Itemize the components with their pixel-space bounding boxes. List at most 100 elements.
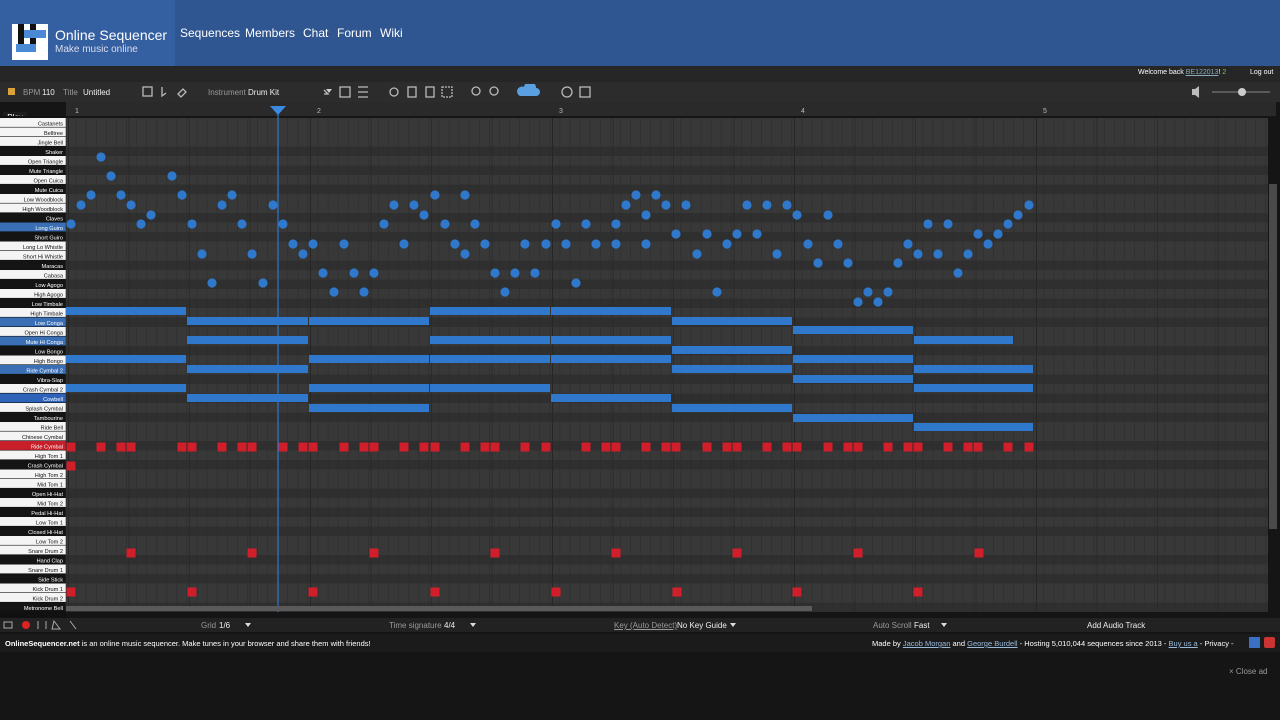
key[interactable] — [0, 298, 66, 308]
key[interactable] — [0, 365, 66, 374]
key[interactable] — [0, 241, 66, 251]
key-label[interactable]: Cabasa — [44, 273, 64, 279]
key-label[interactable]: Vibra-Slap — [37, 378, 63, 384]
key-label[interactable]: Short Hi Whistle — [23, 254, 63, 260]
key-label[interactable]: Low Timbale — [32, 302, 63, 308]
key-label[interactable]: High Tom 2 — [35, 473, 63, 479]
key[interactable] — [0, 536, 66, 545]
key-label[interactable]: Hand Clap — [37, 558, 63, 564]
key-label[interactable]: Pedal Hi-Hat — [31, 511, 63, 517]
key-label[interactable]: Claves — [46, 216, 63, 222]
key[interactable] — [0, 441, 66, 450]
buy-link[interactable]: Buy us a — [1168, 639, 1198, 648]
key[interactable] — [0, 308, 66, 317]
key[interactable] — [0, 384, 66, 393]
privacy[interactable]: - Privacy - — [1199, 639, 1234, 648]
key-label[interactable]: Shaker — [45, 150, 63, 156]
key[interactable] — [0, 137, 66, 146]
key[interactable] — [0, 526, 66, 536]
key-label[interactable]: High Bongo — [34, 359, 63, 365]
key[interactable] — [0, 270, 66, 279]
key-label[interactable]: Kick Drum 1 — [33, 587, 63, 593]
key[interactable] — [0, 602, 66, 612]
key-label[interactable]: Open Hi-Hat — [32, 492, 64, 498]
nav-link[interactable]: Chat — [303, 26, 329, 40]
key-label[interactable]: Ride Cymbal — [31, 444, 63, 450]
key-label[interactable]: Low Agogo — [35, 283, 63, 289]
key[interactable] — [0, 393, 66, 403]
key[interactable] — [0, 194, 66, 203]
key[interactable] — [0, 156, 66, 165]
key[interactable] — [0, 184, 66, 194]
key-label[interactable]: Short Guiro — [34, 235, 63, 241]
key-label[interactable]: Closed Hi-Hat — [28, 530, 63, 536]
key-label[interactable]: High Tom 1 — [35, 454, 63, 460]
key-label[interactable]: Tambourine — [34, 416, 63, 422]
share-icon[interactable] — [1249, 637, 1260, 648]
key[interactable] — [0, 355, 66, 365]
key[interactable] — [0, 564, 66, 574]
key-label[interactable]: Chinese Cymbal — [22, 435, 63, 441]
key-label[interactable]: Jingle Bell — [38, 140, 64, 146]
key[interactable] — [0, 336, 66, 346]
key[interactable] — [0, 175, 66, 184]
key[interactable] — [0, 118, 66, 127]
key-label[interactable]: Low Bongo — [35, 349, 63, 355]
key[interactable] — [0, 488, 66, 498]
nav-link[interactable]: Sequences — [180, 26, 241, 40]
key[interactable] — [0, 213, 66, 222]
time-signature[interactable]: 4/4 — [444, 621, 456, 630]
key-label[interactable]: Mute Hi Conga — [26, 340, 64, 346]
grid-select[interactable]: 1/6 — [219, 621, 231, 630]
key[interactable] — [0, 450, 66, 460]
share-icon[interactable] — [1264, 637, 1275, 648]
key-label[interactable]: Snare Drum 1 — [28, 568, 63, 574]
icon[interactable] — [8, 88, 15, 95]
key-label[interactable]: Ride Bell — [41, 425, 63, 431]
logout[interactable]: Log out — [1250, 69, 1274, 76]
key[interactable] — [0, 431, 66, 441]
key-label[interactable]: Mute Cuica — [35, 188, 64, 194]
close-ad-text[interactable]: Close ad — [1235, 667, 1268, 676]
key-label[interactable]: Crash Cymbal 2 — [23, 387, 63, 393]
key-label[interactable]: Ride Cymbal 2 — [26, 368, 63, 374]
key[interactable] — [0, 412, 66, 422]
key[interactable] — [0, 583, 66, 593]
key[interactable] — [0, 317, 66, 327]
key[interactable] — [0, 327, 66, 336]
key-label[interactable]: High Timbale — [30, 311, 63, 317]
author-link[interactable]: George Burdell — [967, 639, 1018, 648]
key-label[interactable]: Cowbell — [43, 397, 63, 403]
key[interactable] — [0, 251, 66, 260]
key-label[interactable]: Key (Auto Detect) — [614, 621, 678, 630]
key-label[interactable]: Long Lo Whistle — [23, 245, 63, 251]
key-label[interactable]: High Woodblock — [22, 207, 63, 213]
key-label[interactable]: Maracas — [42, 264, 64, 270]
key-label[interactable]: Snare Drum 2 — [28, 549, 63, 555]
close-ad[interactable]: × Close ad — [1229, 667, 1268, 676]
key[interactable] — [0, 127, 66, 137]
key[interactable] — [0, 260, 66, 270]
key[interactable] — [0, 460, 66, 469]
key-label[interactable]: Mute Triangle — [29, 169, 63, 175]
key-label[interactable]: Side Stick — [38, 577, 63, 583]
nav-link[interactable]: Wiki — [380, 26, 403, 40]
title[interactable]: Untitled — [83, 88, 111, 97]
key[interactable] — [0, 165, 66, 175]
key-label[interactable]: Splash Cymbal — [25, 406, 63, 412]
nav-link[interactable]: Forum — [337, 26, 372, 40]
key[interactable] — [0, 593, 66, 602]
key-label[interactable]: Open Triangle — [28, 159, 63, 165]
key[interactable] — [0, 517, 66, 526]
key-label[interactable]: Low Tom 1 — [36, 520, 63, 526]
bpm[interactable]: 110 — [42, 88, 55, 97]
key-label[interactable]: Open Hi Conga — [24, 330, 63, 336]
key[interactable] — [0, 146, 66, 156]
key[interactable] — [0, 498, 66, 507]
key-label[interactable]: Low Woodblock — [24, 197, 64, 203]
key-label[interactable]: Belltree — [44, 131, 63, 137]
key[interactable] — [0, 574, 66, 583]
add-audio-track[interactable]: Add Audio Track — [1087, 621, 1146, 630]
key[interactable] — [0, 469, 66, 479]
site-name[interactable]: Online Sequencer — [55, 27, 168, 43]
